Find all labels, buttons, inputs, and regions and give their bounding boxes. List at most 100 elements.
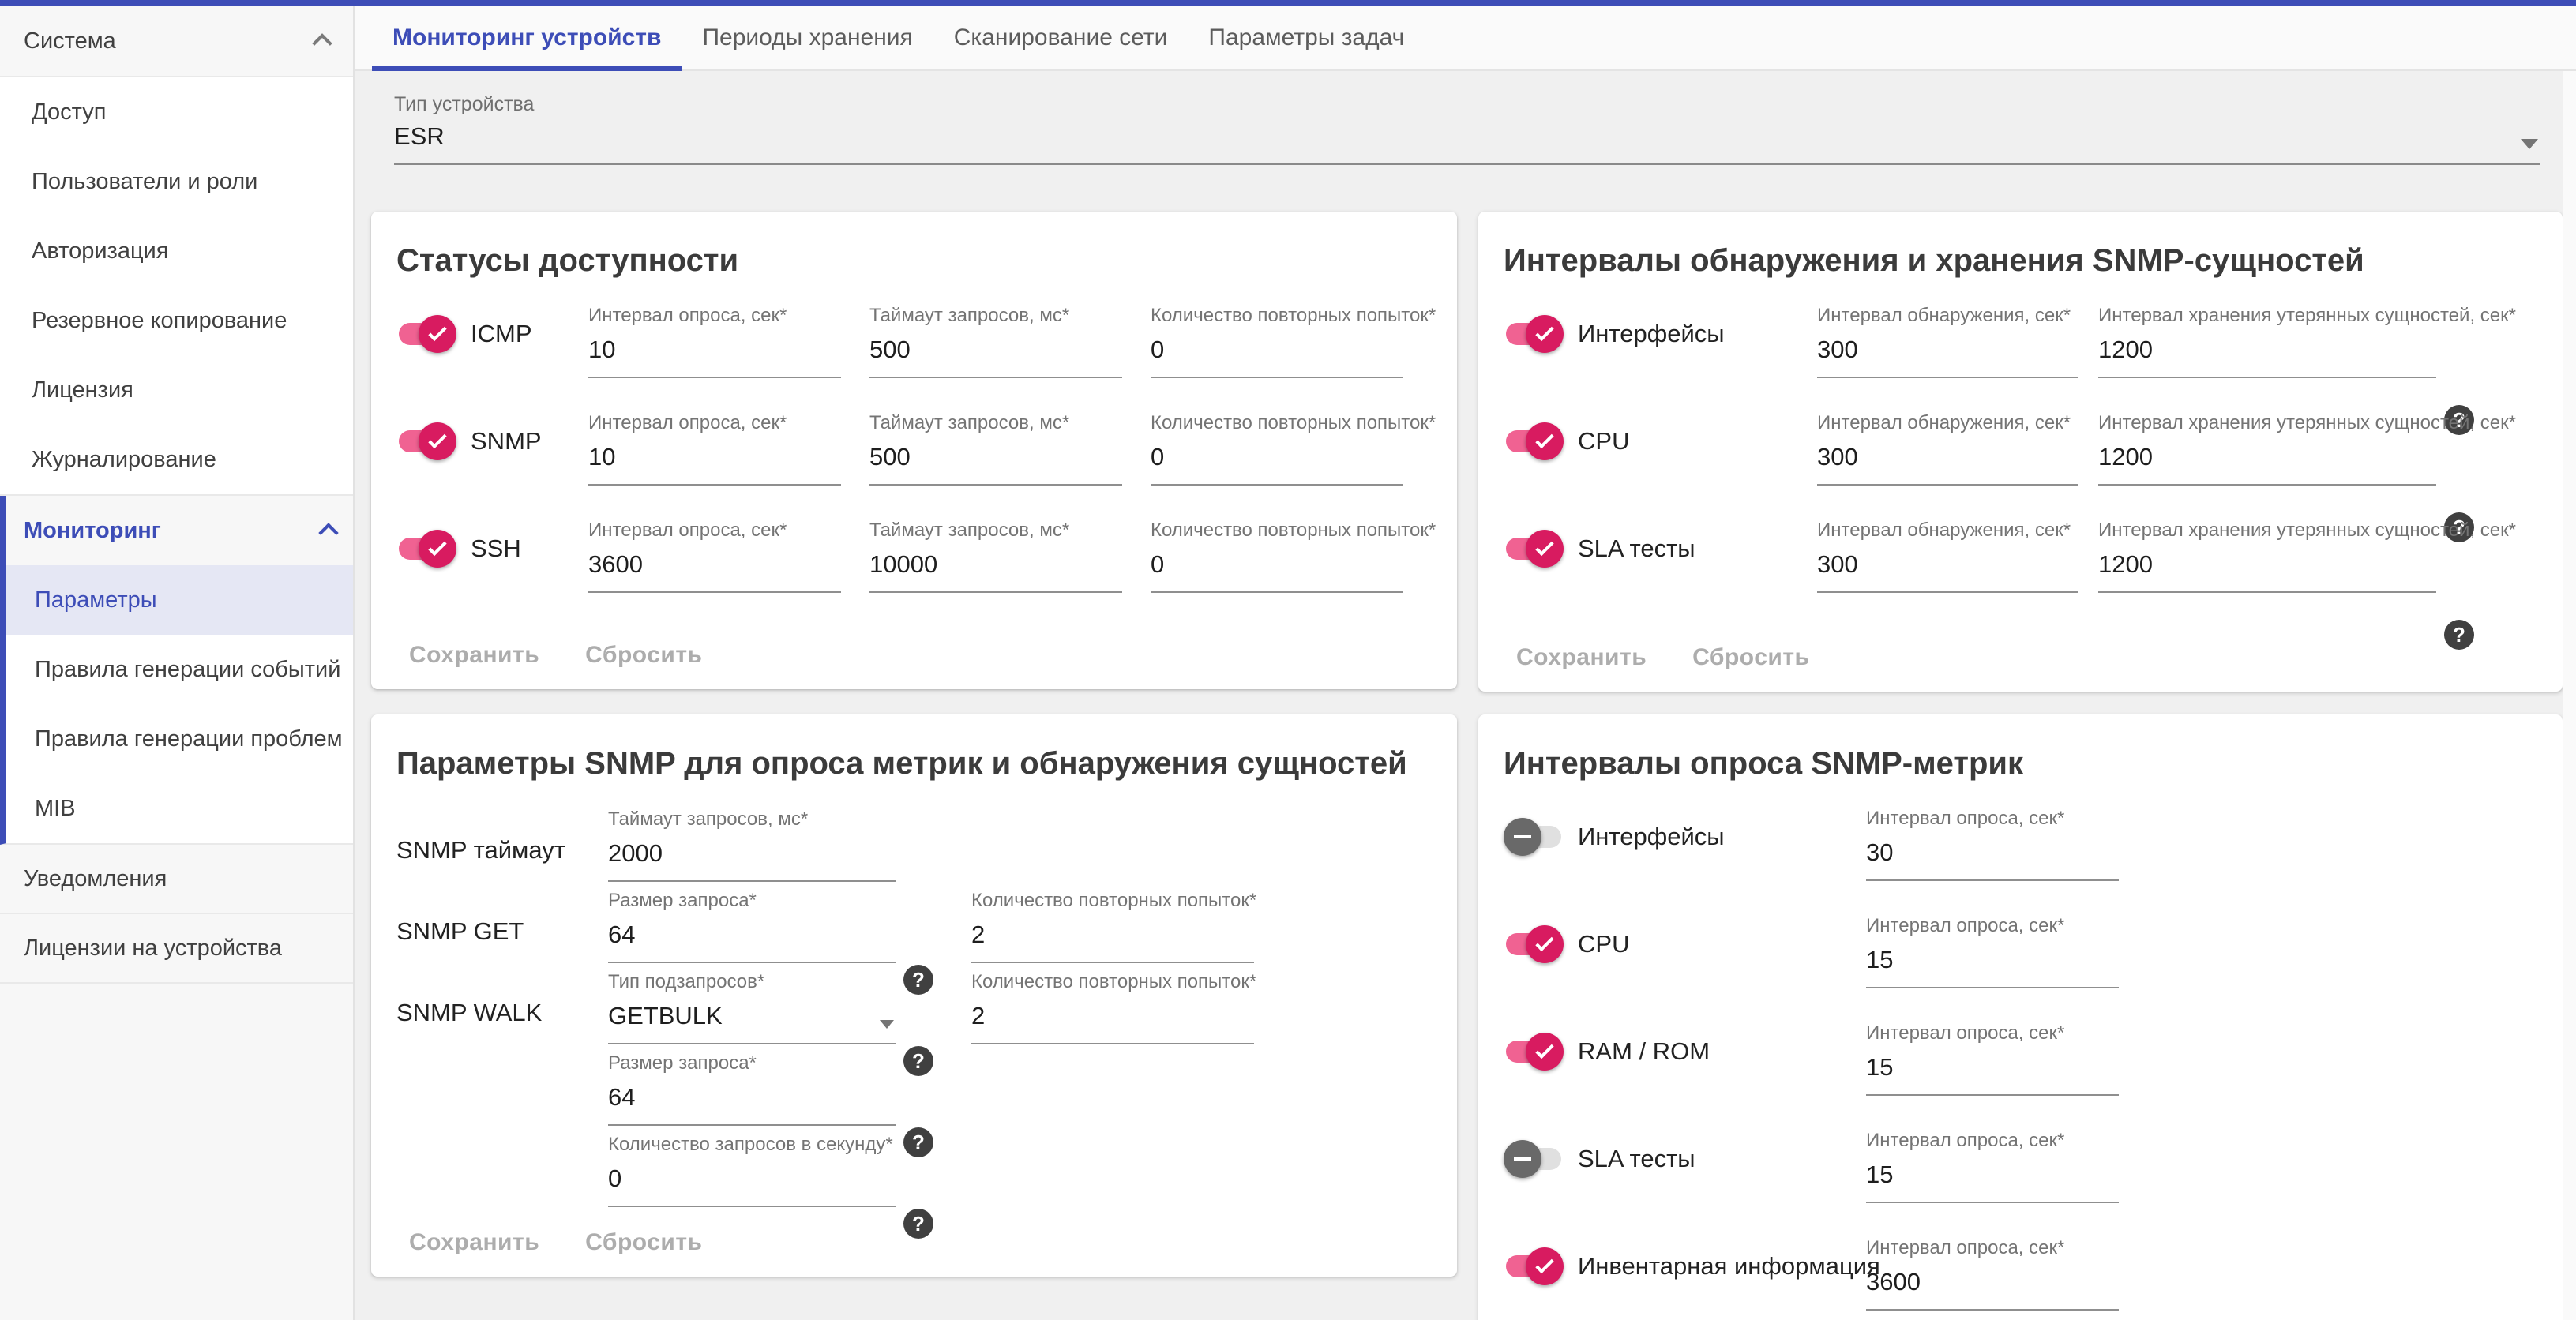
poll-interval-input[interactable]: 3600 xyxy=(1866,1260,2119,1311)
sidebar-item-problem-rules[interactable]: Правила генерации проблем xyxy=(6,704,353,774)
tab-device-monitoring[interactable]: Мониторинг устройств xyxy=(372,6,682,71)
help-icon[interactable]: ? xyxy=(903,1127,933,1157)
poll-interval-input[interactable]: 15 xyxy=(1866,1045,2119,1096)
field-label: Количество повторных попыток* xyxy=(1151,412,1436,433)
sidebar-item-backup[interactable]: Резервное копирование xyxy=(0,286,353,355)
check-icon xyxy=(428,322,447,341)
device-type-filter: Тип устройства ESR xyxy=(394,93,2540,165)
discovery-row-cpu: CPU Интервал обнаружения, сек* 300 Интерв… xyxy=(1504,411,2537,542)
check-icon xyxy=(1535,1254,1554,1273)
poll-interval-input[interactable]: 15 xyxy=(1866,1153,2119,1203)
sidebar-item-device-licenses[interactable]: Лицензии на устройства xyxy=(0,914,353,984)
check-icon xyxy=(428,429,447,448)
top-accent-bar xyxy=(0,0,2576,6)
discovery-interval-input[interactable]: 300 xyxy=(1817,542,2078,593)
retention-interval-input[interactable]: 1200 xyxy=(2098,542,2436,593)
cpu-toggle[interactable] xyxy=(1504,925,1564,963)
row-label xyxy=(396,1133,608,1161)
inventory-toggle[interactable] xyxy=(1504,1247,1564,1285)
reset-button[interactable]: Сбросить xyxy=(585,1229,703,1255)
sidebar-item-parameters[interactable]: Параметры xyxy=(6,565,353,635)
help-icon[interactable]: ? xyxy=(903,1046,933,1076)
help-icon[interactable]: ? xyxy=(2444,620,2474,650)
row-label: Интерфейсы xyxy=(1578,823,1725,850)
field-label: Количество запросов в секунду* xyxy=(608,1134,893,1155)
reset-button[interactable]: Сбросить xyxy=(1692,644,1810,670)
poll-interval-input[interactable]: 10 xyxy=(588,435,841,486)
sla-tests-toggle[interactable] xyxy=(1504,1140,1564,1178)
request-size-input[interactable]: 64 xyxy=(608,1075,896,1126)
row-label xyxy=(396,1052,608,1080)
sidebar-item-authorization[interactable]: Авторизация xyxy=(0,216,353,286)
poll-interval-input[interactable]: 3600 xyxy=(588,542,841,593)
snmp-toggle[interactable] xyxy=(396,422,456,460)
help-icon[interactable]: ? xyxy=(2444,512,2474,542)
ssh-toggle[interactable] xyxy=(396,530,456,568)
timeout-input[interactable]: 500 xyxy=(869,328,1122,378)
chevron-up-icon[interactable] xyxy=(318,523,339,543)
sidebar-item-event-rules[interactable]: Правила генерации событий xyxy=(6,635,353,704)
ram-rom-toggle[interactable] xyxy=(1504,1033,1564,1071)
retries-input[interactable]: 2 xyxy=(971,994,1254,1044)
retention-interval-input[interactable]: 1200 xyxy=(2098,435,2436,486)
sla-tests-toggle[interactable] xyxy=(1504,530,1564,568)
row-label: Инвентарная информация xyxy=(1578,1252,1880,1280)
device-type-select[interactable]: ESR xyxy=(394,116,2540,165)
sidebar-section-monitoring[interactable]: Мониторинг xyxy=(6,496,353,565)
discovery-interval-input[interactable]: 300 xyxy=(1817,328,2078,378)
polling-row-sla: SLA тесты Интервал опроса, сек* 15 xyxy=(1504,1129,2537,1236)
sidebar-item-mib[interactable]: MIB xyxy=(6,774,353,843)
poll-interval-input[interactable]: 15 xyxy=(1866,938,2119,988)
reset-button[interactable]: Сбросить xyxy=(585,642,703,668)
snmp-discovery-card: Интервалы обнаружения и хранения SNMP-су… xyxy=(1478,212,2563,692)
retries-input[interactable]: 0 xyxy=(1151,328,1403,378)
save-button[interactable]: Сохранить xyxy=(1516,644,1647,670)
retries-input[interactable]: 0 xyxy=(1151,435,1403,486)
retries-input[interactable]: 2 xyxy=(971,913,1254,963)
snmp-row-walk: SNMP WALK Тип подзапросов* GETBULK ? Коли… xyxy=(396,970,1432,1076)
interfaces-toggle[interactable] xyxy=(1504,818,1564,856)
sidebar-item-label: Лицензии на устройства xyxy=(24,935,283,961)
save-button[interactable]: Сохранить xyxy=(409,1229,540,1255)
discovery-interval-input[interactable]: 300 xyxy=(1817,435,2078,486)
card-title: Статусы доступности xyxy=(396,243,739,278)
sidebar-item-access[interactable]: Доступ xyxy=(0,77,353,147)
poll-interval-input[interactable]: 30 xyxy=(1866,831,2119,881)
cpu-toggle[interactable] xyxy=(1504,422,1564,460)
help-icon[interactable]: ? xyxy=(903,1209,933,1239)
row-label: SLA тесты xyxy=(1578,1145,1695,1172)
snmp-row-request-size: Размер запроса* 64 ? xyxy=(396,1052,1432,1157)
sidebar-item-label: Правила генерации событий xyxy=(35,656,341,682)
sidebar-item-label: Уведомления xyxy=(24,865,167,891)
timeout-input[interactable]: 2000 xyxy=(608,831,896,882)
polling-row-cpu: CPU Интервал опроса, сек* 15 xyxy=(1504,914,2537,1022)
tab-storage-periods[interactable]: Периоды хранения xyxy=(682,6,933,69)
chevron-up-icon[interactable] xyxy=(312,33,332,54)
help-icon[interactable]: ? xyxy=(903,965,933,995)
icmp-toggle[interactable] xyxy=(396,315,456,353)
retention-interval-input[interactable]: 1200 xyxy=(2098,328,2436,378)
interfaces-toggle[interactable] xyxy=(1504,315,1564,353)
snmp-parameters-card: Параметры SNMP для опроса метрик и обнар… xyxy=(371,714,1457,1277)
sidebar-item-users-roles[interactable]: Пользователи и роли xyxy=(0,147,353,216)
poll-interval-input[interactable]: 10 xyxy=(588,328,841,378)
request-size-input[interactable]: 64 xyxy=(608,913,896,963)
requests-per-second-input[interactable]: 0 xyxy=(608,1157,896,1207)
sidebar-item-logging[interactable]: Журналирование xyxy=(0,425,353,494)
help-icon[interactable]: ? xyxy=(2444,405,2474,435)
timeout-input[interactable]: 10000 xyxy=(869,542,1122,593)
row-label: SNMP таймаут xyxy=(396,836,565,864)
timeout-input[interactable]: 500 xyxy=(869,435,1122,486)
toggle-thumb xyxy=(1526,315,1564,353)
field-label: Интервал опроса, сек* xyxy=(588,412,787,433)
save-button[interactable]: Сохранить xyxy=(409,642,540,668)
tab-task-parameters[interactable]: Параметры задач xyxy=(1188,6,1425,69)
sidebar-item-license[interactable]: Лицензия xyxy=(0,355,353,425)
retries-input[interactable]: 0 xyxy=(1151,542,1403,593)
subrequest-type-select[interactable]: GETBULK xyxy=(608,994,896,1044)
sidebar-item-notifications[interactable]: Уведомления xyxy=(0,845,353,914)
sidebar-item-label: Пользователи и роли xyxy=(32,168,258,194)
tab-network-scan[interactable]: Сканирование сети xyxy=(933,6,1188,69)
sidebar-section-system[interactable]: Система xyxy=(0,6,353,76)
sidebar-section-label: Мониторинг xyxy=(24,517,161,543)
